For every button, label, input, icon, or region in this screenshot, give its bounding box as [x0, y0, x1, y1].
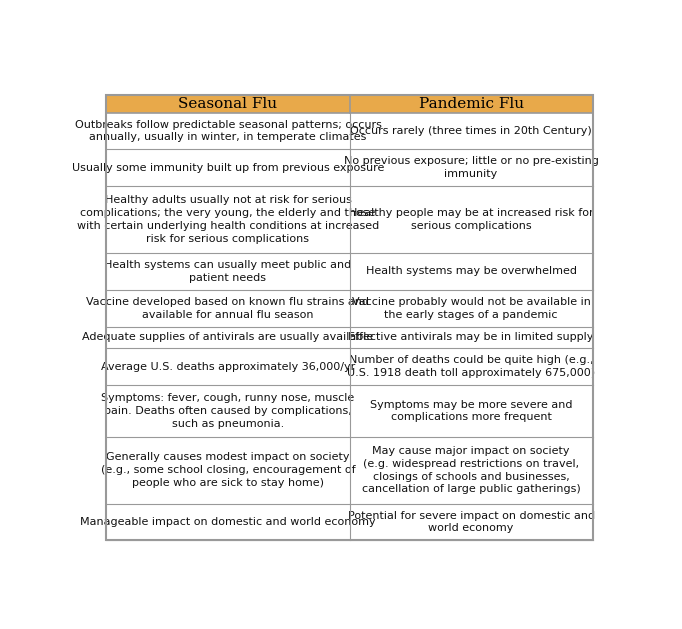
FancyBboxPatch shape [350, 149, 593, 186]
Text: Health systems can usually meet public and
patient needs: Health systems can usually meet public a… [104, 260, 352, 282]
FancyBboxPatch shape [106, 326, 350, 348]
Text: Symptoms: fever, cough, runny nose, muscle
pain. Deaths often caused by complica: Symptoms: fever, cough, runny nose, musc… [102, 393, 355, 429]
Text: Health systems may be overwhelmed: Health systems may be overwhelmed [366, 266, 576, 276]
Text: Number of deaths could be quite high (e.g.,
U.S. 1918 death toll approximately 6: Number of deaths could be quite high (e.… [347, 355, 595, 378]
Text: Symptoms may be more severe and
complications more frequent: Symptoms may be more severe and complica… [370, 399, 572, 423]
Text: Potential for severe impact on domestic and
world economy: Potential for severe impact on domestic … [348, 511, 595, 533]
FancyBboxPatch shape [106, 149, 350, 186]
FancyBboxPatch shape [106, 504, 350, 540]
FancyBboxPatch shape [350, 113, 593, 149]
FancyBboxPatch shape [106, 385, 350, 437]
FancyBboxPatch shape [350, 504, 593, 540]
Text: Outbreaks follow predictable seasonal patterns; occurs
annually, usually in wint: Outbreaks follow predictable seasonal pa… [74, 120, 381, 142]
FancyBboxPatch shape [350, 437, 593, 504]
FancyBboxPatch shape [350, 186, 593, 253]
Text: Effective antivirals may be in limited supply: Effective antivirals may be in limited s… [349, 332, 594, 342]
Text: Usually some immunity built up from previous exposure: Usually some immunity built up from prev… [72, 163, 384, 173]
FancyBboxPatch shape [106, 95, 350, 113]
Text: May cause major impact on society
(e.g. widespread restrictions on travel,
closi: May cause major impact on society (e.g. … [361, 446, 580, 494]
FancyBboxPatch shape [106, 290, 350, 326]
Text: Seasonal Flu: Seasonal Flu [179, 97, 278, 111]
Text: Pandemic Flu: Pandemic Flu [419, 97, 524, 111]
FancyBboxPatch shape [350, 253, 593, 290]
Text: Adequate supplies of antivirals are usually available: Adequate supplies of antivirals are usua… [83, 332, 374, 342]
FancyBboxPatch shape [106, 113, 350, 149]
Text: Occurs rarely (three times in 20th Century): Occurs rarely (three times in 20th Centu… [351, 126, 592, 136]
FancyBboxPatch shape [106, 253, 350, 290]
FancyBboxPatch shape [350, 385, 593, 437]
FancyBboxPatch shape [350, 95, 593, 113]
Text: Average U.S. deaths approximately 36,000/yr: Average U.S. deaths approximately 36,000… [101, 362, 355, 372]
Text: Generally causes modest impact on society
(e.g., some school closing, encouragem: Generally causes modest impact on societ… [101, 452, 355, 488]
Text: No previous exposure; little or no pre-existing
immunity: No previous exposure; little or no pre-e… [344, 157, 599, 179]
FancyBboxPatch shape [106, 186, 350, 253]
FancyBboxPatch shape [350, 348, 593, 385]
FancyBboxPatch shape [106, 437, 350, 504]
Text: Healthy people may be at increased risk for
serious complications: Healthy people may be at increased risk … [349, 208, 593, 231]
Text: Vaccine probably would not be available in
the early stages of a pandemic: Vaccine probably would not be available … [352, 297, 591, 320]
FancyBboxPatch shape [350, 326, 593, 348]
FancyBboxPatch shape [106, 348, 350, 385]
Text: Manageable impact on domestic and world economy: Manageable impact on domestic and world … [80, 517, 376, 527]
Text: Healthy adults usually not at risk for serious
complications; the very young, th: Healthy adults usually not at risk for s… [77, 196, 379, 243]
FancyBboxPatch shape [350, 290, 593, 326]
Text: Vaccine developed based on known flu strains and
available for annual flu season: Vaccine developed based on known flu str… [87, 297, 370, 320]
